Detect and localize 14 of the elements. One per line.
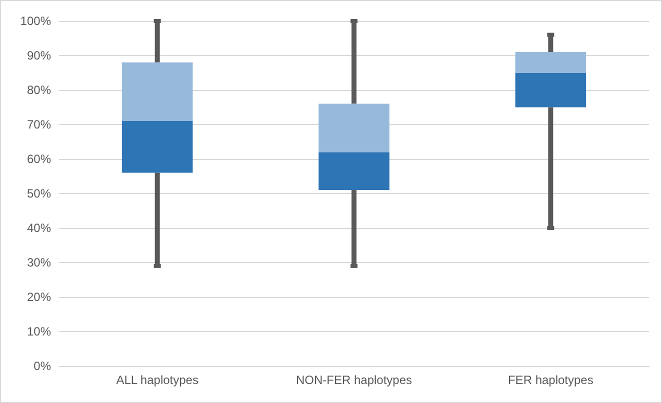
- y-tick-label: 70%: [26, 118, 52, 132]
- y-tick-label: 80%: [26, 83, 52, 97]
- y-tick-label: 10%: [26, 324, 52, 338]
- y-tick-label: 50%: [26, 186, 52, 200]
- x-tick-label: FER haplotypes: [508, 373, 594, 387]
- x-tick-label: ALL haplotypes: [116, 373, 198, 387]
- y-tick-label: 30%: [26, 256, 52, 270]
- y-tick-label: 40%: [26, 221, 52, 235]
- x-tick-label: NON-FER haplotypes: [296, 373, 412, 387]
- y-tick-label: 60%: [26, 152, 52, 166]
- y-tick-label: 20%: [26, 290, 52, 304]
- y-tick-label: 0%: [34, 359, 52, 373]
- y-tick-label: 90%: [26, 48, 52, 62]
- y-tick-label: 100%: [20, 14, 52, 28]
